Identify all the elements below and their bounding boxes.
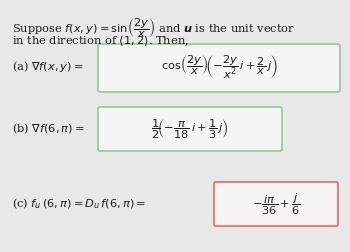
Text: (b) $\nabla f(6, \pi) =$: (b) $\nabla f(6, \pi) =$ — [12, 122, 85, 136]
Text: $-\dfrac{i\pi}{36}+\dfrac{j}{6}$: $-\dfrac{i\pi}{36}+\dfrac{j}{6}$ — [252, 191, 300, 217]
Text: (a) $\nabla f(x, y) =$: (a) $\nabla f(x, y) =$ — [12, 59, 84, 75]
Text: in the direction of $\langle 1, 2\rangle$. Then,: in the direction of $\langle 1, 2\rangle… — [12, 34, 189, 48]
Text: Suppose $f(x, y) = \sin\!\left(\dfrac{2y}{x}\right)$ and $\boldsymbol{u}$ is the: Suppose $f(x, y) = \sin\!\left(\dfrac{2y… — [12, 16, 295, 40]
Text: (c) $f_u\,(6,\pi) = D_u\,f(6,\pi) =$: (c) $f_u\,(6,\pi) = D_u\,f(6,\pi) =$ — [12, 197, 146, 211]
FancyBboxPatch shape — [98, 107, 282, 151]
Text: $\dfrac{1}{2}\!\left(-\dfrac{\pi}{18}\,i+\dfrac{1}{3}\,j\right)$: $\dfrac{1}{2}\!\left(-\dfrac{\pi}{18}\,i… — [151, 117, 229, 141]
Text: $\cos\!\left(\dfrac{2y}{x}\right)\!\left(-\dfrac{2y}{x^2}\,i+\dfrac{2}{x}\,j\rig: $\cos\!\left(\dfrac{2y}{x}\right)\!\left… — [161, 53, 278, 81]
FancyBboxPatch shape — [98, 44, 340, 92]
FancyBboxPatch shape — [214, 182, 338, 226]
